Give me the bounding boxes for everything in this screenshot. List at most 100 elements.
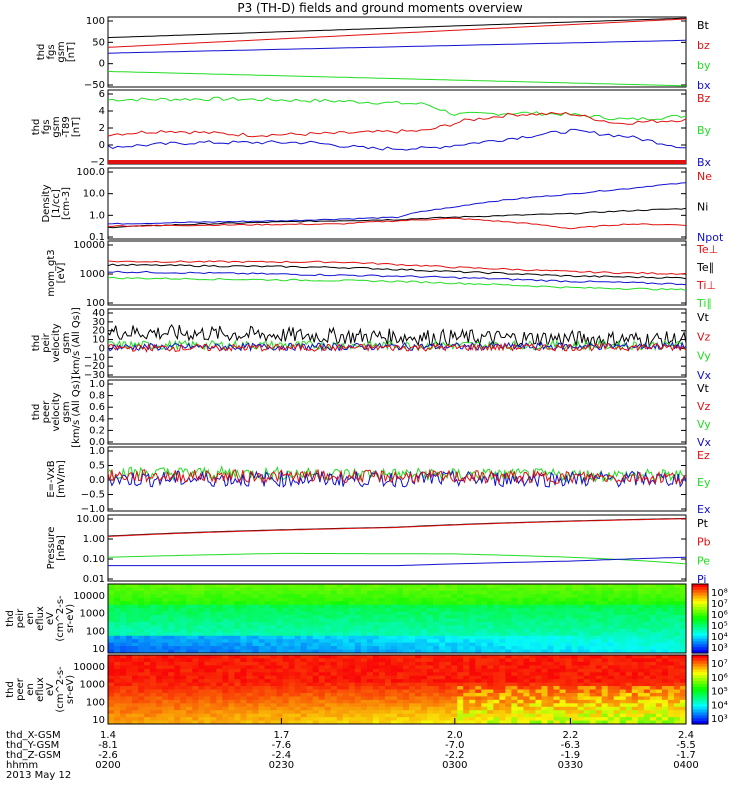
heat-cell	[529, 601, 537, 606]
heat-cell	[180, 699, 187, 704]
heat-cell	[252, 632, 260, 637]
panel-frame	[107, 583, 687, 654]
heat-cell	[192, 649, 199, 653]
heat-cell	[222, 692, 230, 697]
legend-entry: Vt	[697, 382, 710, 395]
heat-cell	[595, 655, 603, 660]
heat-cell	[378, 668, 386, 673]
heat-cell	[553, 590, 561, 595]
heat-cell	[547, 597, 555, 602]
heat-cell	[625, 675, 633, 680]
heat-cell	[433, 713, 440, 718]
heat-cell	[421, 672, 428, 677]
heat-cell	[631, 713, 639, 718]
heat-cell	[433, 604, 440, 609]
heat-cell	[246, 717, 254, 722]
heat-cell	[354, 717, 362, 722]
heat-cell	[378, 646, 386, 651]
heat-cell	[487, 597, 494, 602]
heat-cell	[433, 668, 440, 673]
heat-cell	[439, 686, 446, 691]
heat-cell	[366, 646, 374, 651]
heat-cell	[354, 587, 362, 592]
heat-cell	[499, 584, 506, 589]
heat-cell	[222, 717, 230, 722]
heat-cell	[595, 625, 603, 630]
heat-cell	[583, 717, 591, 722]
heat-cell	[661, 646, 669, 651]
heat-cell	[433, 632, 440, 637]
heat-cell	[162, 679, 169, 684]
ytick-label: 10	[92, 644, 105, 655]
heat-cell	[264, 618, 272, 623]
heat-cell	[282, 682, 290, 687]
heat-cell	[631, 584, 639, 589]
heat-cell	[559, 689, 567, 694]
heat-cell	[595, 632, 603, 637]
heat-cell	[625, 594, 633, 599]
heat-cell	[222, 665, 230, 670]
heat-cell	[210, 713, 217, 718]
heat-cell	[132, 699, 139, 704]
heat-cell	[132, 646, 139, 651]
heat-cell	[433, 696, 440, 701]
heat-cell	[445, 584, 452, 589]
heat-cell	[204, 665, 211, 670]
heat-cell	[649, 594, 657, 599]
heat-cell	[180, 717, 187, 722]
heat-cell	[403, 672, 410, 677]
heat-cell	[378, 699, 386, 704]
heat-cell	[517, 615, 525, 620]
colorbar-swatch	[692, 692, 708, 696]
heat-cell	[547, 717, 555, 722]
heat-cell	[601, 639, 609, 644]
heat-cell	[409, 625, 416, 630]
heat-cell	[475, 699, 482, 704]
heat-cell	[336, 628, 344, 633]
heat-cell	[595, 675, 603, 680]
heat-cell	[493, 720, 500, 724]
heat-cell	[565, 639, 573, 644]
heat-cell	[138, 696, 145, 701]
heat-cell	[529, 655, 537, 660]
heat-cell	[565, 628, 573, 633]
heat-cell	[625, 587, 633, 592]
heat-cell	[637, 672, 645, 677]
heat-cell	[216, 635, 223, 640]
heat-cell	[421, 621, 428, 626]
heat-cell	[403, 635, 410, 640]
heat-cell	[354, 628, 362, 633]
heat-cell	[318, 696, 326, 701]
heat-cell	[306, 618, 314, 623]
heat-cell	[162, 608, 169, 613]
heat-cell	[613, 632, 621, 637]
heat-cell	[366, 618, 374, 623]
heat-cell	[216, 590, 223, 595]
heat-cell	[625, 632, 633, 637]
heat-cell	[192, 686, 199, 691]
heat-cell	[553, 672, 561, 677]
heat-cell	[126, 675, 133, 680]
colorbar-tick-label: 10³	[711, 714, 728, 725]
heat-cell	[324, 604, 332, 609]
heat-cell	[180, 635, 187, 640]
ytick-label: 10000	[73, 591, 105, 602]
heat-cell	[559, 635, 567, 640]
heat-cell	[186, 639, 193, 644]
heat-cell	[421, 689, 428, 694]
heat-cell	[264, 642, 272, 647]
heat-cell	[601, 717, 609, 722]
heat-cell	[318, 604, 326, 609]
ylabel-line: thd	[31, 404, 42, 421]
heat-cell	[559, 594, 567, 599]
heat-cell	[282, 696, 290, 701]
heat-cell	[114, 601, 121, 606]
heat-cell	[366, 689, 374, 694]
heat-cell	[559, 672, 567, 677]
heat-cell	[162, 632, 169, 637]
heat-cell	[354, 590, 362, 595]
heat-cell	[619, 621, 627, 626]
ytick-label: 30	[92, 317, 105, 328]
heat-cell	[511, 621, 519, 626]
heat-cell	[300, 668, 308, 673]
